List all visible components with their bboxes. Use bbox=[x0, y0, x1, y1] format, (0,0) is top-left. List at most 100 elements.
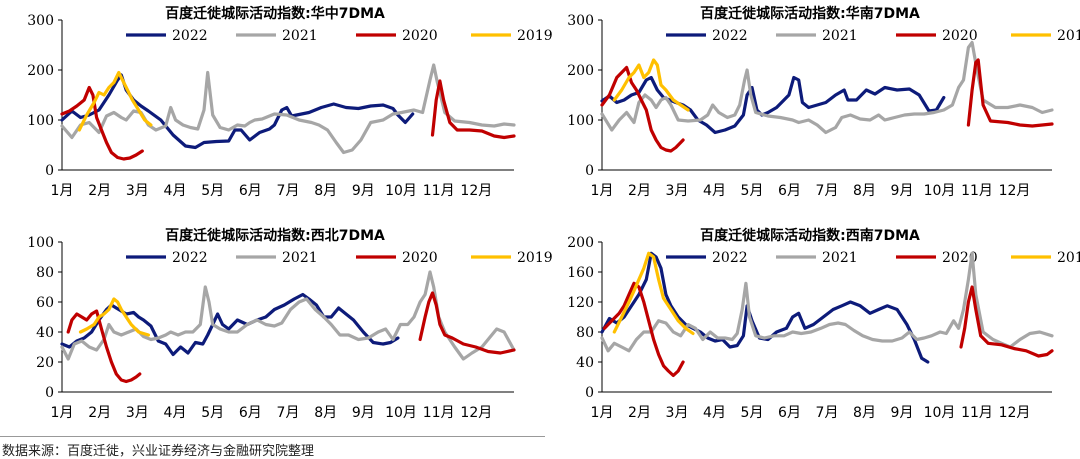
series-line bbox=[612, 58, 690, 112]
x-tick-label: 7月 bbox=[816, 405, 839, 421]
legend-label: 2021 bbox=[822, 28, 858, 44]
chart-title: 百度迁徙城际活动指数:华中7DMA bbox=[165, 5, 385, 22]
series-line bbox=[78, 297, 150, 337]
x-tick-label: 1月 bbox=[591, 405, 614, 421]
x-tick-label: 12月 bbox=[999, 183, 1031, 199]
x-tick-label: 5月 bbox=[201, 183, 224, 199]
x-tick-label: 10月 bbox=[385, 405, 417, 421]
x-tick-label: 6月 bbox=[778, 183, 801, 199]
series-line bbox=[66, 291, 516, 384]
y-tick-label: 60 bbox=[36, 295, 54, 311]
x-tick-label: 7月 bbox=[277, 405, 300, 421]
chart-panel-1: 0 100 200 300 1月 2月 3月 4月 5月 6月 7月 8月 9月 10月 11月 12月 百度迁… bbox=[27, 5, 552, 199]
x-tick-label: 1月 bbox=[591, 183, 614, 199]
x-tick-label: 4月 bbox=[703, 405, 726, 421]
y-tick-label: 40 bbox=[576, 355, 594, 371]
y-tick-label: 80 bbox=[576, 325, 594, 341]
series-line bbox=[60, 79, 516, 161]
legend-label: 2020 bbox=[942, 250, 978, 266]
x-tick-label: 10月 bbox=[924, 183, 956, 199]
source-divider bbox=[0, 436, 545, 437]
x-tick-label: 11月 bbox=[961, 183, 993, 199]
x-tick-label: 11月 bbox=[423, 405, 455, 421]
x-tick-label: 3月 bbox=[666, 183, 689, 199]
x-tick-label: 12月 bbox=[460, 405, 492, 421]
x-tick-label: 9月 bbox=[352, 183, 375, 199]
x-tick-label: 6月 bbox=[239, 183, 262, 199]
x-tick-label: 3月 bbox=[126, 405, 149, 421]
x-tick-label: 6月 bbox=[778, 405, 801, 421]
legend-label: 2022 bbox=[172, 250, 208, 266]
chart-title: 百度迁徙城际活动指数:华南7DMA bbox=[700, 5, 920, 22]
x-tick-label: 7月 bbox=[816, 183, 839, 199]
legend-label: 2019 bbox=[1057, 28, 1080, 44]
y-tick-label: 0 bbox=[45, 163, 54, 179]
x-tick-label: 7月 bbox=[277, 183, 300, 199]
y-tick-label: 100 bbox=[27, 113, 54, 129]
y-tick-label: 0 bbox=[585, 385, 594, 401]
x-tick-label: 10月 bbox=[385, 183, 417, 199]
x-tick-label: 1月 bbox=[51, 405, 74, 421]
legend-label: 2019 bbox=[517, 28, 553, 44]
chart-panel-3: 0 20 40 60 80 100 1月 2月 3月 4月 5月 6月 7月 8月 9月 10月 11月 12月 百… bbox=[27, 227, 552, 421]
legend-label: 2019 bbox=[1057, 250, 1080, 266]
x-tick-label: 5月 bbox=[741, 183, 764, 199]
x-tick-label: 8月 bbox=[853, 405, 876, 421]
legend-label: 2021 bbox=[282, 28, 318, 44]
series-line bbox=[600, 58, 1054, 153]
y-tick-label: 200 bbox=[567, 235, 594, 251]
x-tick-label: 6月 bbox=[239, 405, 262, 421]
x-tick-label: 9月 bbox=[891, 405, 914, 421]
legend-label: 2020 bbox=[942, 28, 978, 44]
x-tick-label: 1月 bbox=[51, 183, 74, 199]
series-line bbox=[60, 73, 415, 150]
series-line bbox=[600, 251, 930, 364]
y-tick-label: 300 bbox=[27, 13, 54, 29]
legend-label: 2022 bbox=[172, 28, 208, 44]
x-tick-label: 4月 bbox=[164, 405, 187, 421]
x-tick-label: 4月 bbox=[703, 183, 726, 199]
x-tick-label: 12月 bbox=[999, 405, 1031, 421]
chart-title: 百度迁徙城际活动指数:西南7DMA bbox=[700, 227, 920, 244]
chart-panel-2: 0 100 200 300 1月 2月 3月 4月 5月 6月 7月 8月 9月 10月 11月 12月 百度迁… bbox=[567, 5, 1080, 199]
x-tick-label: 8月 bbox=[314, 405, 337, 421]
series-line bbox=[77, 70, 153, 132]
x-tick-label: 9月 bbox=[352, 405, 375, 421]
x-tick-label: 11月 bbox=[961, 405, 993, 421]
y-tick-label: 100 bbox=[27, 235, 54, 251]
x-tick-label: 9月 bbox=[891, 183, 914, 199]
chart-panel-4: 0 40 80 120 160 200 1月 2月 3月 4月 5月 6月 7月 8月 9月 10月 11月 12… bbox=[567, 227, 1080, 421]
y-tick-label: 200 bbox=[27, 63, 54, 79]
y-tick-label: 0 bbox=[585, 163, 594, 179]
source-note: 数据来源：百度迁徙，兴业证券经济与金融研究院整理 bbox=[2, 444, 315, 459]
series-line bbox=[600, 251, 1054, 353]
x-tick-label: 5月 bbox=[201, 405, 224, 421]
chart-title: 百度迁徙城际活动指数:西北7DMA bbox=[165, 227, 385, 244]
x-tick-label: 2月 bbox=[88, 183, 111, 199]
x-tick-label: 4月 bbox=[164, 183, 187, 199]
legend-label: 2021 bbox=[822, 250, 858, 266]
x-tick-label: 12月 bbox=[460, 183, 492, 199]
legend-label: 2022 bbox=[712, 28, 748, 44]
x-tick-label: 11月 bbox=[423, 183, 455, 199]
y-tick-label: 100 bbox=[567, 113, 594, 129]
series-line bbox=[600, 40, 1054, 135]
series-line bbox=[60, 63, 516, 155]
y-tick-label: 40 bbox=[36, 325, 54, 341]
legend-label: 2019 bbox=[517, 250, 553, 266]
x-tick-label: 2月 bbox=[628, 183, 651, 199]
series-line bbox=[612, 251, 695, 336]
legend-label: 2022 bbox=[712, 250, 748, 266]
x-tick-label: 8月 bbox=[314, 183, 337, 199]
x-tick-label: 2月 bbox=[628, 405, 651, 421]
series-line bbox=[602, 281, 1054, 378]
x-tick-label: 8月 bbox=[853, 183, 876, 199]
x-tick-label: 2月 bbox=[88, 405, 111, 421]
y-tick-label: 120 bbox=[567, 295, 594, 311]
y-tick-label: 300 bbox=[567, 13, 594, 29]
legend-label: 2020 bbox=[402, 28, 438, 44]
y-tick-label: 20 bbox=[36, 355, 54, 371]
series-line bbox=[60, 270, 516, 361]
legend-label: 2021 bbox=[282, 250, 318, 266]
